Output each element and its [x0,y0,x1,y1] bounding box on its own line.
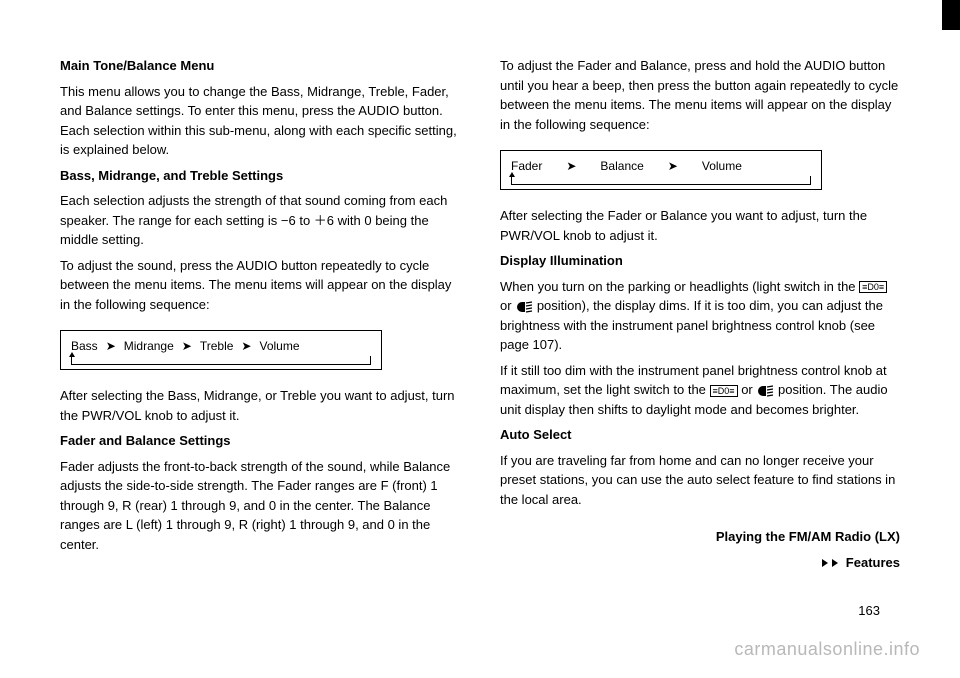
arrow-icon: ➤ [241,337,251,355]
parking-light-icon: ≡D0≡ [710,385,738,397]
arrow-icon: ➤ [106,337,116,355]
parking-light-icon: ≡D0≡ [859,281,887,293]
headlight-icon [515,301,533,313]
page-edge-marker [942,0,960,30]
flow1-item-2: Treble [200,337,234,355]
para-illum-2: If it still too dim with the instrument … [500,361,900,420]
flow-return-line [511,176,811,185]
flow2-item-1: Balance [600,157,643,175]
heading-bmt: Bass, Midrange, and Treble Settings [60,166,460,186]
para-bmt-3: After selecting the Bass, Midrange, or T… [60,386,460,425]
section-label: Features [500,553,900,573]
page-content: Main Tone/Balance Menu This menu allows … [0,0,960,598]
arrow-icon: ➤ [566,157,576,175]
flow1-item-1: Midrange [124,337,174,355]
page-title: Playing the FM/AM Radio (LX) [500,527,900,547]
triangle-icon [822,559,828,567]
right-column: To adjust the Fader and Balance, press a… [500,50,900,578]
heading-display-illum: Display Illumination [500,251,900,271]
flow2-item-2: Volume [702,157,742,175]
text-frag: When you turn on the parking or headligh… [500,279,856,294]
flow-box-balance: Fader ➤ Balance ➤ Volume [500,150,822,190]
para-bmt-2: To adjust the sound, press the AUDIO but… [60,256,460,315]
heading-fader: Fader and Balance Settings [60,431,460,451]
text-frag: or [741,382,753,397]
headlight-icon [756,385,774,397]
arrow-icon: ➤ [182,337,192,355]
para-fader-adjust-2: After selecting the Fader or Balance you… [500,206,900,245]
page-number: 163 [858,603,880,618]
flow2-item-0: Fader [511,157,542,175]
arrow-icon: ➤ [668,157,678,175]
flow1-item-3: Volume [259,337,299,355]
para-auto-select: If you are traveling far from home and c… [500,451,900,510]
para-fader: Fader adjusts the front-to-back strength… [60,457,460,555]
flow1-item-0: Bass [71,337,98,355]
triangle-icon [832,559,838,567]
flow-return-line [71,356,371,365]
section-text: Features [846,555,900,570]
flow-box-tone: Bass ➤ Midrange ➤ Treble ➤ Volume [60,330,382,370]
heading-auto-select: Auto Select [500,425,900,445]
heading-main-tone: Main Tone/Balance Menu [60,56,460,76]
para-main-tone: This menu allows you to change the Bass,… [60,82,460,160]
watermark: carmanualsonline.info [734,639,920,660]
left-column: Main Tone/Balance Menu This menu allows … [60,50,460,578]
text-frag: position), the display dims. If it is to… [500,298,883,352]
para-fader-adjust: To adjust the Fader and Balance, press a… [500,56,900,134]
para-illum-1: When you turn on the parking or headligh… [500,277,900,355]
para-bmt-1: Each selection adjusts the strength of t… [60,191,460,250]
text-frag: or [500,298,512,313]
